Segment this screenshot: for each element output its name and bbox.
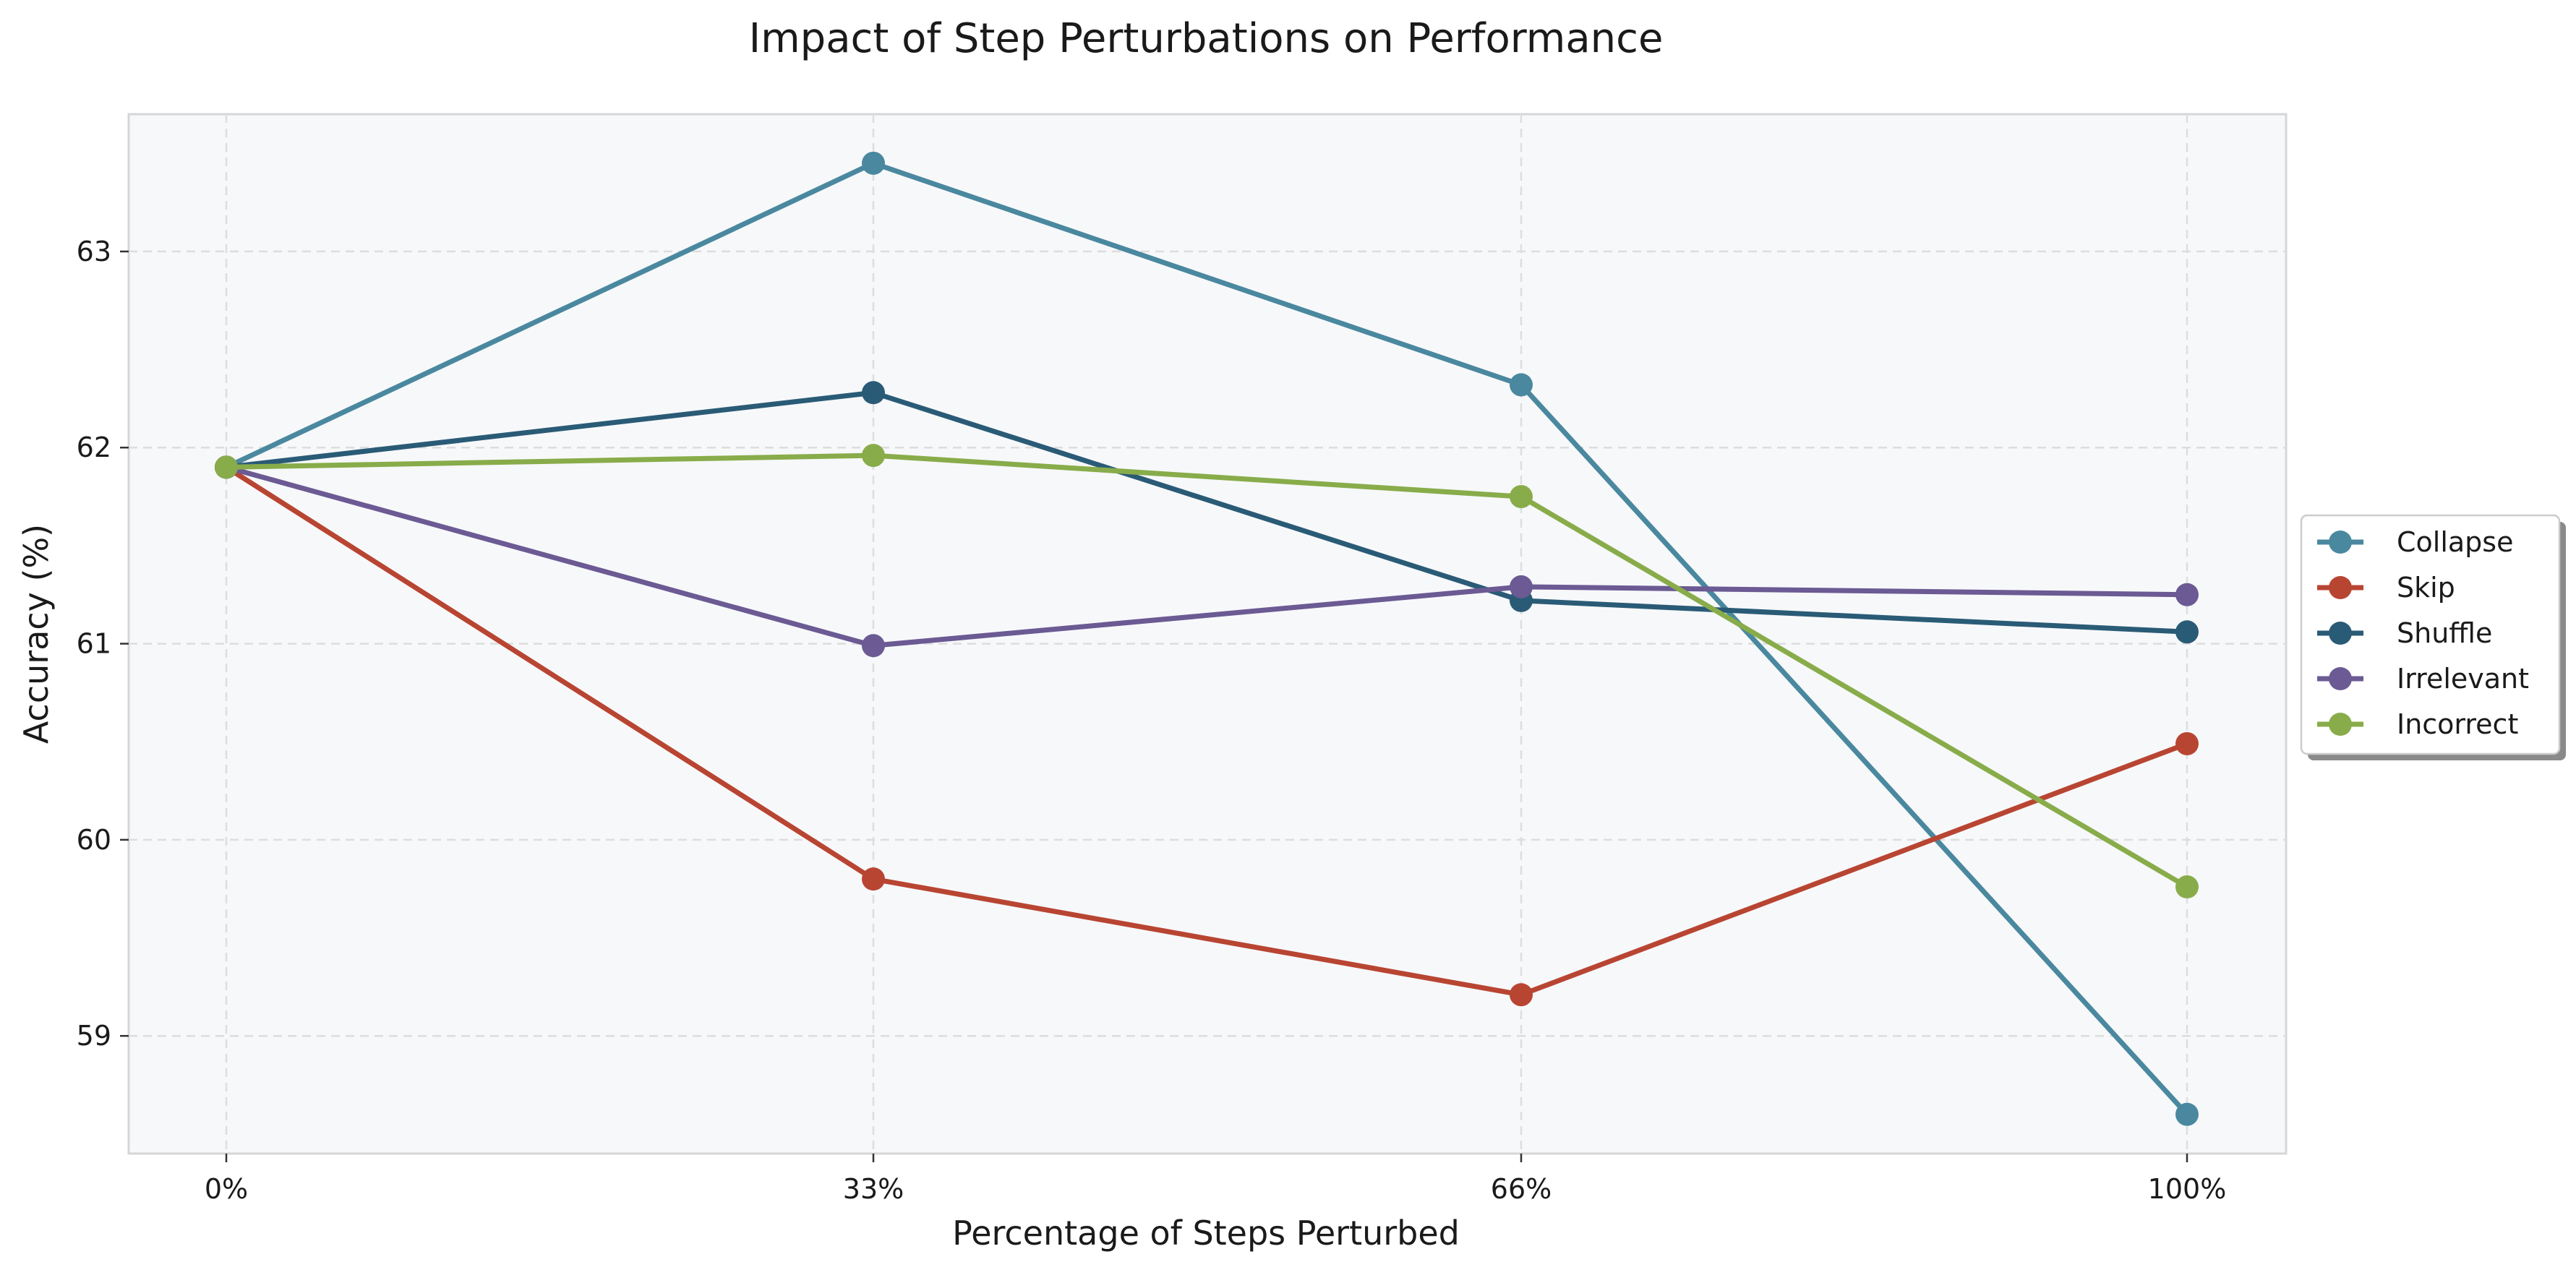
legend-label: Shuffle (2397, 617, 2492, 649)
legend-marker (2329, 667, 2352, 690)
x-axis-label: Percentage of Steps Perturbed (952, 1214, 1460, 1253)
legend: Collapse Skip Shuffle Irrelevant Incorrect (2300, 514, 2566, 760)
y-tick-label: 62 (77, 432, 111, 463)
data-point (1510, 983, 1533, 1007)
legend-item-collapse: Collapse (2317, 526, 2513, 558)
plot-area (127, 113, 2288, 1155)
series-line (225, 160, 2189, 1117)
data-point (2175, 1102, 2199, 1126)
legend-marker (2329, 713, 2352, 736)
data-point (1510, 575, 1533, 598)
x-tick-label: 66% (1491, 1173, 1552, 1205)
y-tick-label: 61 (77, 628, 111, 660)
legend-marker (2329, 531, 2352, 554)
y-tick-label: 63 (77, 236, 111, 267)
data-point (862, 381, 885, 405)
y-tick-label: 60 (77, 824, 111, 856)
series-line (226, 465, 2188, 648)
legend-box (2300, 514, 2561, 755)
chart-title: Impact of Step Perturbations on Performa… (749, 15, 1664, 62)
data-point (2175, 875, 2199, 899)
legend-item-incorrect: Incorrect (2317, 708, 2518, 740)
series-line (226, 452, 2188, 890)
legend-label: Irrelevant (2397, 663, 2529, 695)
x-tick-label: 33% (843, 1173, 904, 1205)
legend-item-skip: Skip (2317, 572, 2455, 604)
legend-item-shuffle: Shuffle (2317, 617, 2492, 649)
data-point (2175, 583, 2199, 606)
data-point (1510, 485, 1533, 509)
data-point (862, 444, 885, 468)
legend-item-irrelevant: Irrelevant (2317, 663, 2529, 695)
legend-label: Incorrect (2397, 708, 2518, 740)
data-point (215, 455, 238, 479)
series-line (226, 390, 2188, 635)
data-point (1510, 373, 1533, 397)
data-point (862, 151, 885, 175)
x-axis-ticks: 0% 33% 66% 100% (205, 1154, 2226, 1205)
series-line (225, 465, 2188, 997)
data-point (2175, 731, 2199, 755)
legend-marker (2329, 622, 2352, 645)
data-point (2175, 620, 2199, 644)
y-tick-label: 59 (77, 1020, 111, 1052)
legend-marker (2329, 576, 2352, 599)
x-tick-label: 100% (2148, 1173, 2227, 1205)
y-axis-ticks: 59 60 61 62 63 (77, 236, 129, 1052)
x-tick-label: 0% (205, 1173, 248, 1205)
data-point (862, 634, 885, 658)
legend-label: Skip (2397, 572, 2455, 604)
series-layer (215, 151, 2199, 1126)
y-axis-label: Accuracy (%) (17, 524, 56, 744)
series-incorrect (215, 444, 2199, 899)
legend-label: Collapse (2397, 526, 2513, 558)
data-point (862, 867, 885, 891)
